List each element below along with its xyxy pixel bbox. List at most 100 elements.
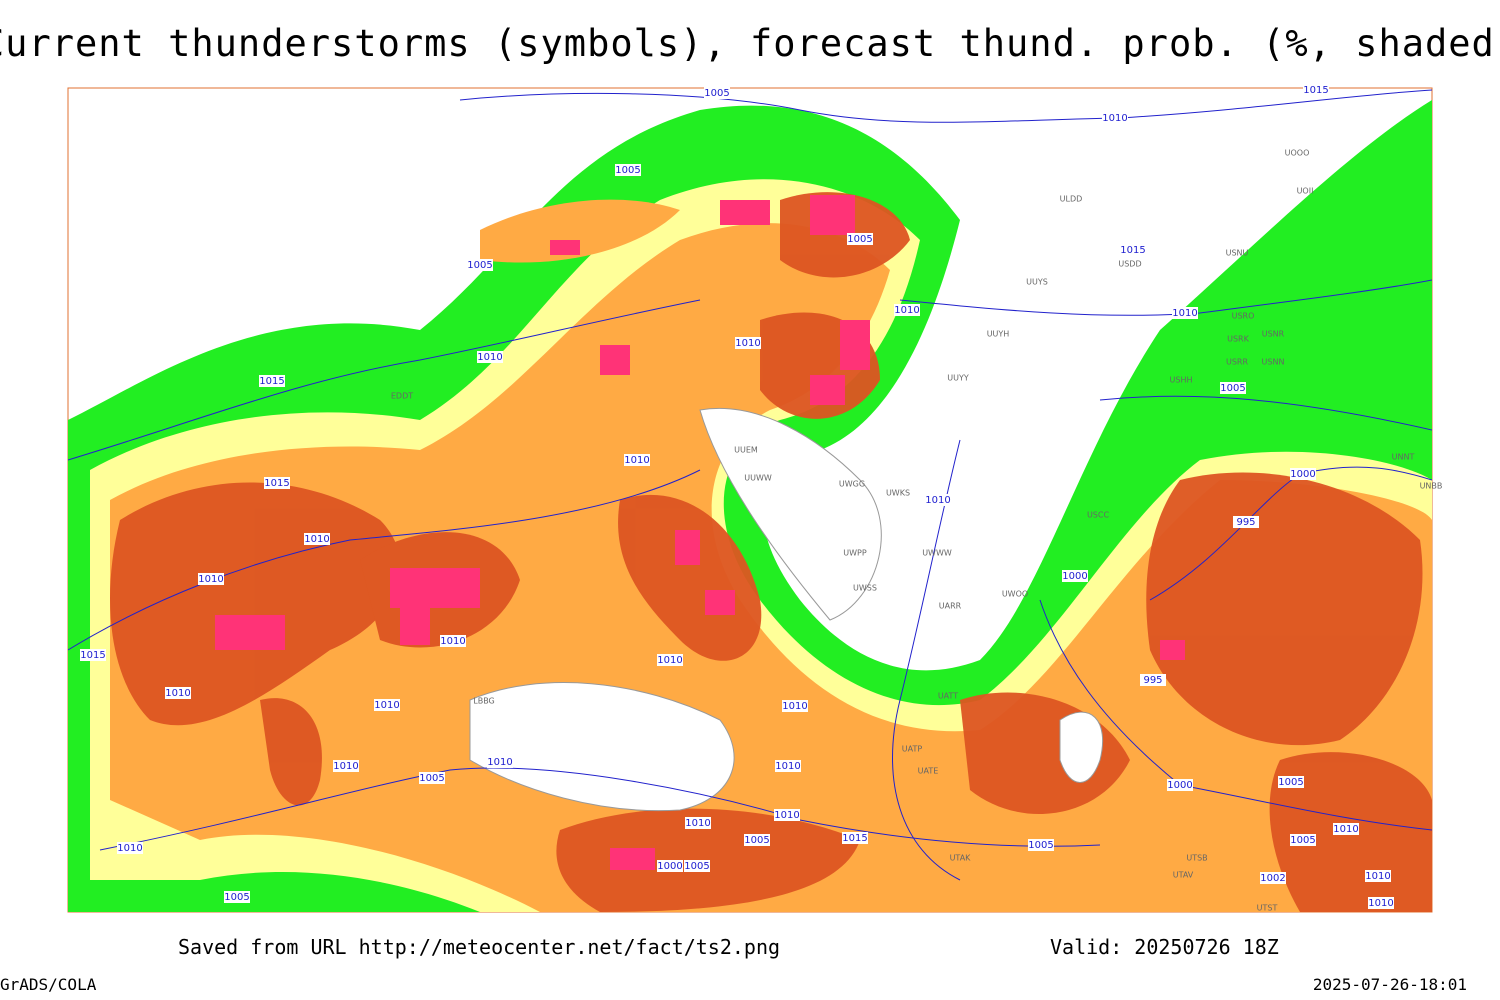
isobar-label-bg [419, 772, 445, 784]
isobar-label: 1005 [1220, 383, 1245, 394]
isobar-label: 1005 [419, 773, 444, 784]
isobar-label-bg [704, 87, 730, 99]
isobar-label-bg [1233, 516, 1259, 528]
station-label: USRR [1226, 358, 1248, 367]
station-label: USNU [1226, 249, 1249, 258]
station-label: UOOO [1285, 149, 1310, 158]
isobar-label: 1015 [1303, 85, 1328, 96]
station-label: USNR [1262, 330, 1285, 339]
isobar-label-bg [487, 756, 513, 768]
station-label: UATP [902, 745, 923, 754]
isobar-label-bg [80, 649, 106, 661]
isobar-label: 1010 [198, 574, 223, 585]
isobar-label-bg [117, 842, 143, 854]
isobar-label: 1010 [774, 810, 799, 821]
station-label: USNN [1262, 358, 1285, 367]
isobar-label-bg [1120, 244, 1146, 256]
isobar-label: 1000 [657, 861, 682, 872]
station-labels: UOOO UOII ULDD USNU USDD UUYS USRO USNR USRK UUYH… [391, 149, 1443, 913]
isobar-labels: 1005 1010 1005 1005 1005 1015 1010 1010 1010 1010… [80, 84, 1394, 909]
software-credit: GrADS/COLA [0, 975, 97, 994]
station-label: UWGG [839, 480, 865, 489]
isobar-label-bg [467, 259, 493, 271]
isobar-label-bg [925, 494, 951, 506]
isobar-label-bg [1140, 674, 1166, 686]
isobar-label: 1005 [224, 892, 249, 903]
isobar-label-bg [1333, 823, 1359, 835]
station-label: UATE [918, 767, 939, 776]
station-label: USHH [1170, 376, 1193, 385]
isobar-label: 1005 [1290, 835, 1315, 846]
isobar-label: 1015 [264, 478, 289, 489]
isobar-label: 1005 [615, 165, 640, 176]
station-label: UUYH [987, 330, 1010, 339]
isobar-label-bg [1365, 870, 1391, 882]
isobar-label-bg [1303, 84, 1329, 96]
isobar-label: 1010 [333, 761, 358, 772]
isobar-label-bg [782, 700, 808, 712]
isobar-label: 1010 [782, 701, 807, 712]
isobar-label-bg [1062, 570, 1088, 582]
isobar-label-bg [264, 477, 290, 489]
map-title: Current thunderstorms (symbols), forecas… [0, 22, 1500, 65]
isobar-label: 1010 [1365, 871, 1390, 882]
isobar-label: 1010 [925, 495, 950, 506]
station-label: USDD [1118, 260, 1141, 269]
station-label: UWPP [843, 549, 867, 558]
isobar-label: 1000 [1167, 780, 1192, 791]
isobar-label-bg [1102, 112, 1128, 124]
isobar-label-bg [685, 817, 711, 829]
isobar-label-bg [657, 860, 683, 872]
isobar-label-bg [624, 454, 650, 466]
station-label: UNNT [1392, 453, 1415, 462]
isobar-label-bg [842, 832, 868, 844]
station-label: UOII [1297, 187, 1314, 196]
isobar-label: 1005 [1278, 777, 1303, 788]
isobar-label-bg [615, 164, 641, 176]
isobar-label: 1005 [1028, 840, 1053, 851]
isobar-label-bg [684, 860, 710, 872]
station-label: LBBG [473, 697, 495, 706]
isobar-label-bg [774, 809, 800, 821]
station-label: UWKS [886, 489, 910, 498]
station-label: UUEM [734, 446, 758, 455]
station-label: UTSB [1186, 854, 1207, 863]
valid-time: Valid: 20250726 18Z [1050, 935, 1279, 959]
isobar-label-bg [775, 760, 801, 772]
station-label: USRK [1227, 335, 1249, 344]
isobar-label-bg [1220, 382, 1246, 394]
isobar-label-bg [1368, 897, 1394, 909]
isobar-label: 1010 [624, 455, 649, 466]
isobar-label: 1000 [1062, 571, 1087, 582]
isobar-label: 1010 [117, 843, 142, 854]
isobar-label: 1010 [735, 338, 760, 349]
isobar-label-bg [1278, 776, 1304, 788]
isobar-label: 1015 [80, 650, 105, 661]
isobar-label: 1010 [374, 700, 399, 711]
station-label: USCC [1087, 511, 1110, 520]
isobar-label: 1010 [304, 534, 329, 545]
station-label: UTAV [1173, 871, 1194, 880]
station-label: UUYS [1026, 278, 1048, 287]
isobar-label: 1005 [847, 234, 872, 245]
isobar-label-bg [333, 760, 359, 772]
isobar-label: 1010 [1333, 824, 1358, 835]
isobar-label-bg [198, 573, 224, 585]
isobar-label-bg [1260, 872, 1286, 884]
isobar-label-bg [1172, 307, 1198, 319]
isobar-label: 1015 [842, 833, 867, 844]
isobar-label-bg [304, 533, 330, 545]
probability-shading [68, 89, 1432, 912]
station-label: EDDT [391, 392, 413, 401]
isobar-label: 1010 [1102, 113, 1127, 124]
isobar-label: 1010 [165, 688, 190, 699]
isobar-label-bg [477, 351, 503, 363]
isobar-label-bg [744, 834, 770, 846]
isobar-label-bg [894, 304, 920, 316]
station-label: UWOO [1002, 590, 1028, 599]
isobar-label-bg [224, 891, 250, 903]
generated-timestamp: 2025-07-26-18:01 [1313, 975, 1467, 994]
isobar-label: 1010 [1368, 898, 1393, 909]
isobar-label: 1010 [685, 818, 710, 829]
